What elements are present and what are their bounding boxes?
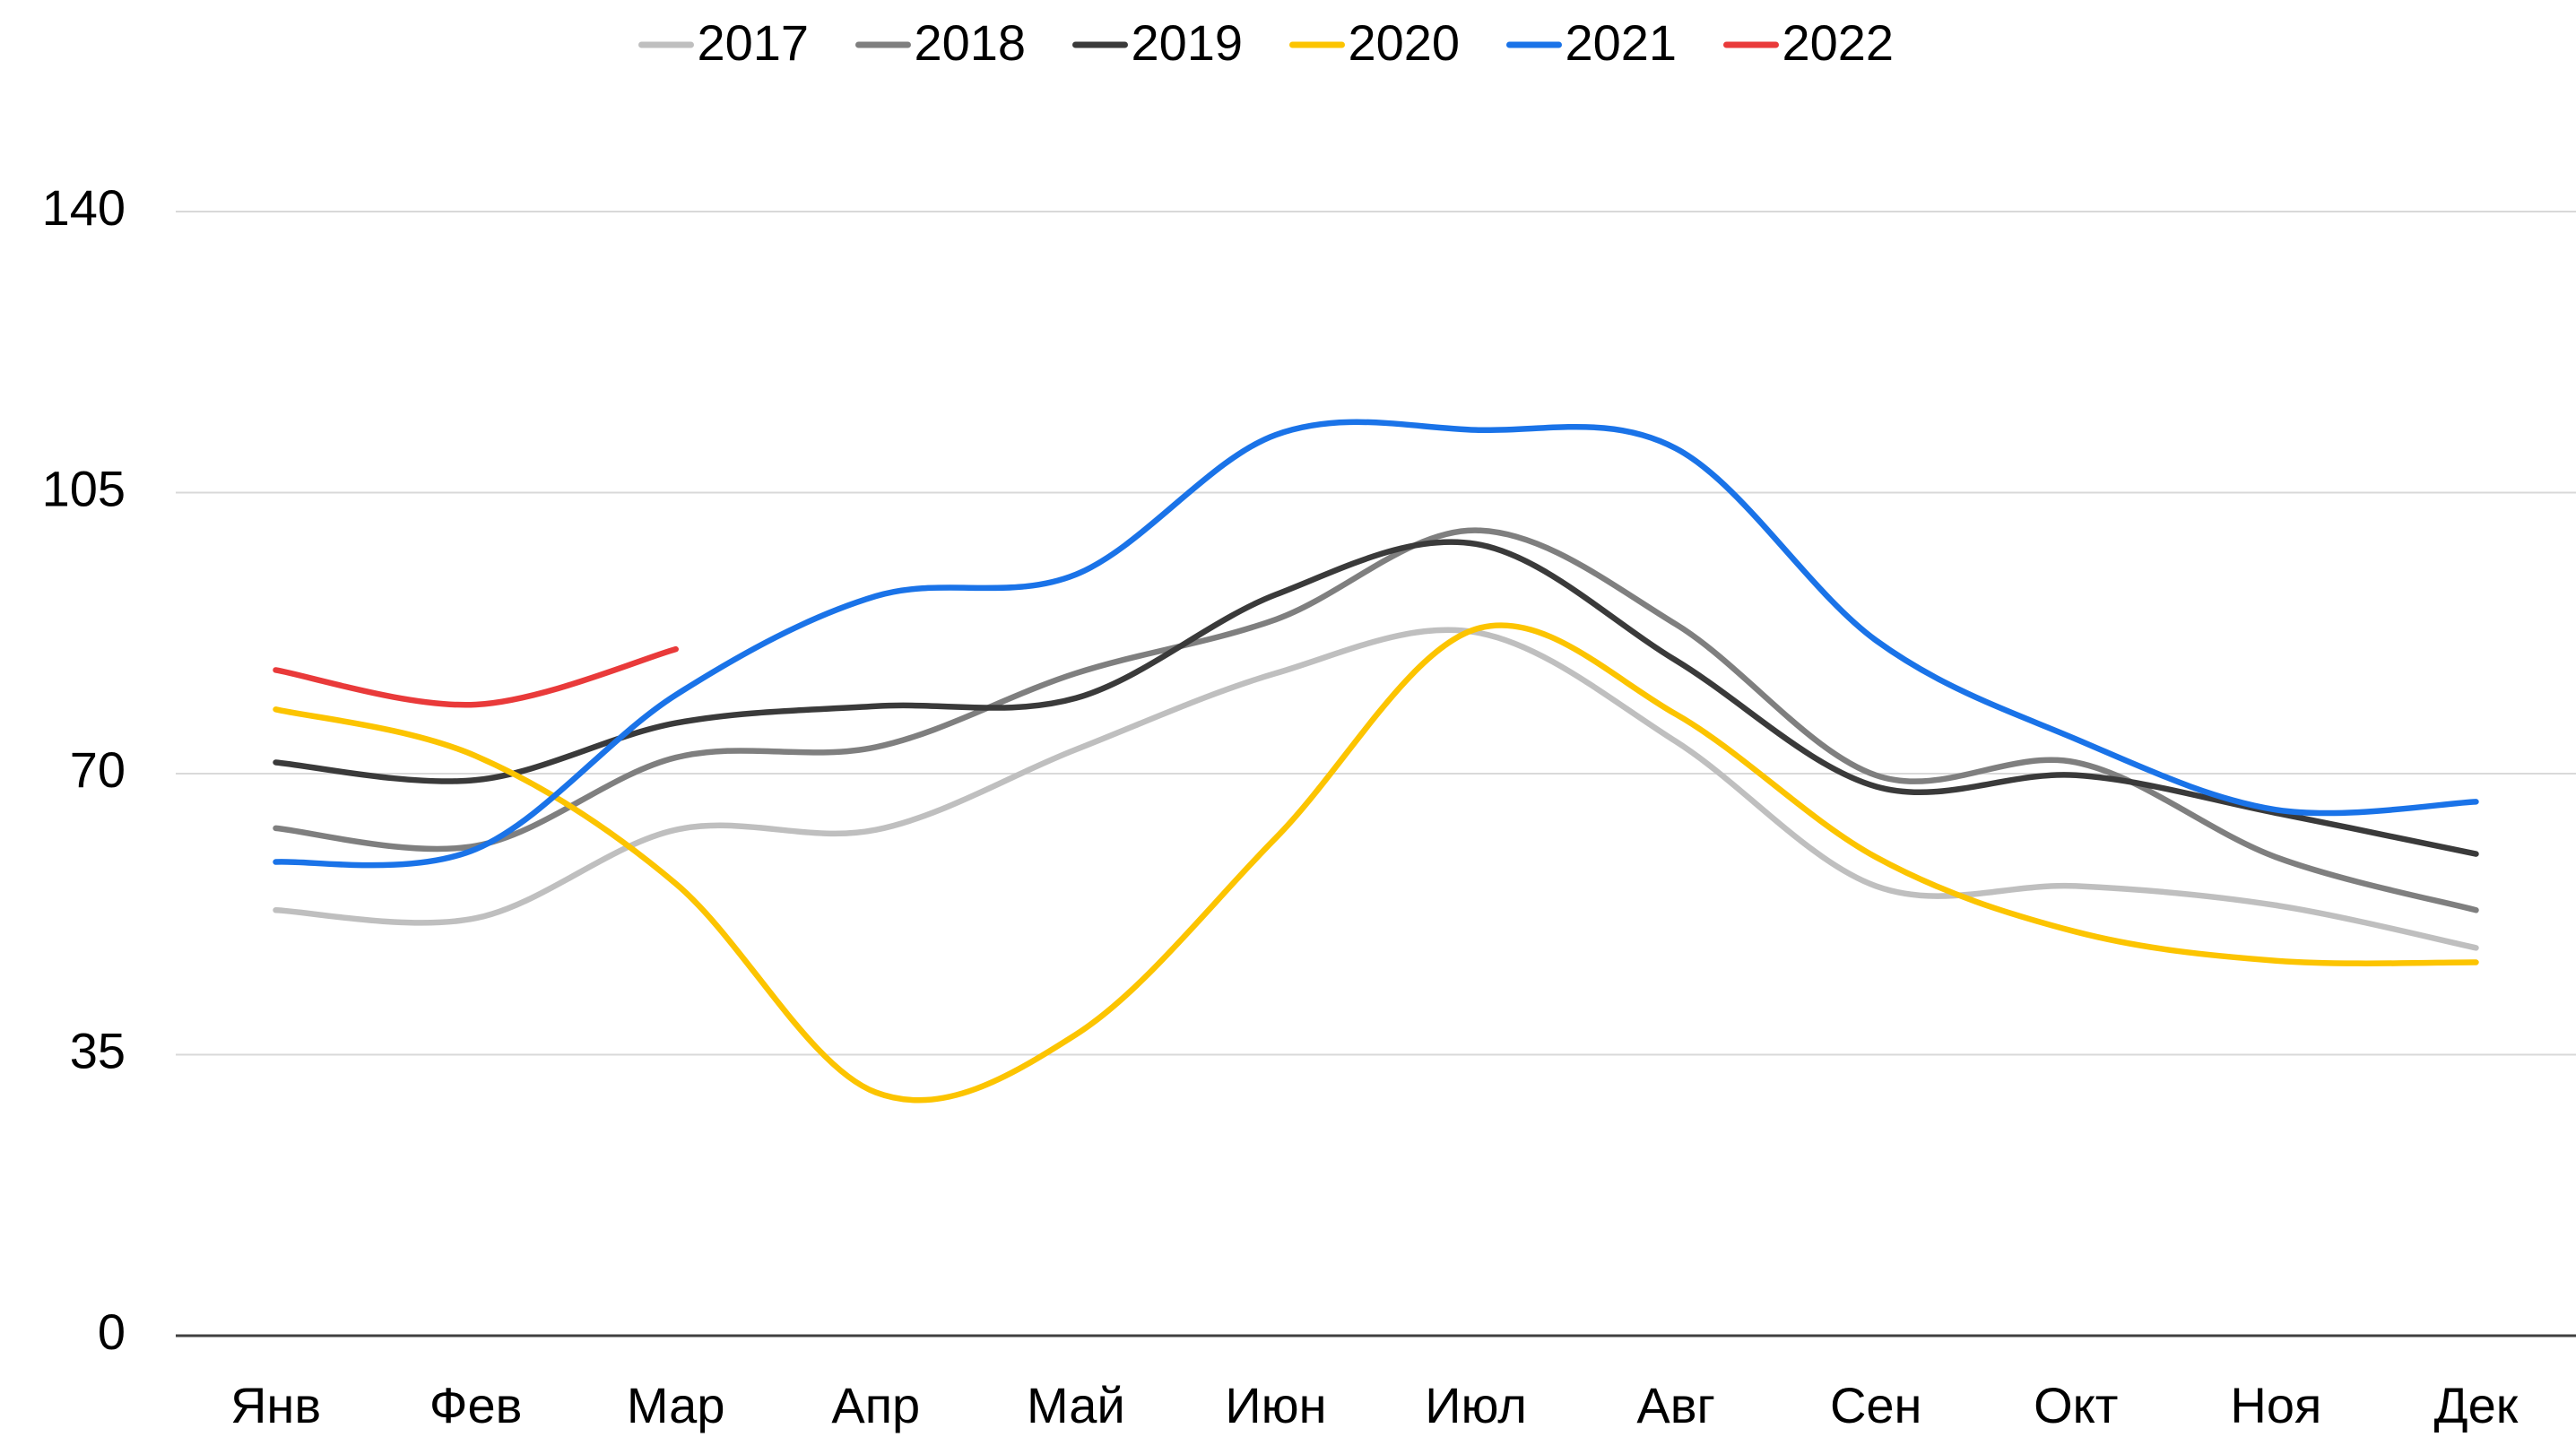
series-line xyxy=(273,419,2479,869)
legend-label: 2020 xyxy=(1349,14,1461,71)
x-tick-label: Дек xyxy=(2434,1377,2519,1433)
series-line xyxy=(273,539,2479,857)
series-line xyxy=(273,527,2479,913)
y-tick-label: 35 xyxy=(70,1022,126,1078)
x-tick-label: Фев xyxy=(429,1377,522,1433)
series-line xyxy=(273,627,2479,951)
x-tick-label: Мар xyxy=(627,1377,725,1433)
series-line xyxy=(273,645,679,708)
x-tick-label: Июн xyxy=(1225,1377,1326,1433)
legend-label: 2021 xyxy=(1566,14,1678,71)
x-tick-label: Авг xyxy=(1636,1377,1715,1433)
x-tick-label: Ноя xyxy=(2230,1377,2321,1433)
x-tick-label: Апр xyxy=(831,1377,920,1433)
legend-label: 2019 xyxy=(1132,14,1244,71)
x-tick-label: Май xyxy=(1027,1377,1125,1433)
y-tick-label: 70 xyxy=(70,741,126,798)
y-tick-label: 140 xyxy=(42,179,126,236)
y-tick-label: 105 xyxy=(42,460,126,516)
legend-label: 2022 xyxy=(1782,14,1895,71)
legend-label: 2018 xyxy=(915,14,1027,71)
x-tick-label: Янв xyxy=(230,1377,321,1433)
y-tick-label: 0 xyxy=(98,1303,126,1360)
legend-label: 2017 xyxy=(698,14,810,71)
x-tick-label: Сен xyxy=(1830,1377,1922,1433)
series-line xyxy=(273,622,2479,1104)
x-tick-label: Июл xyxy=(1425,1377,1527,1433)
x-tick-label: Окт xyxy=(2034,1377,2118,1433)
